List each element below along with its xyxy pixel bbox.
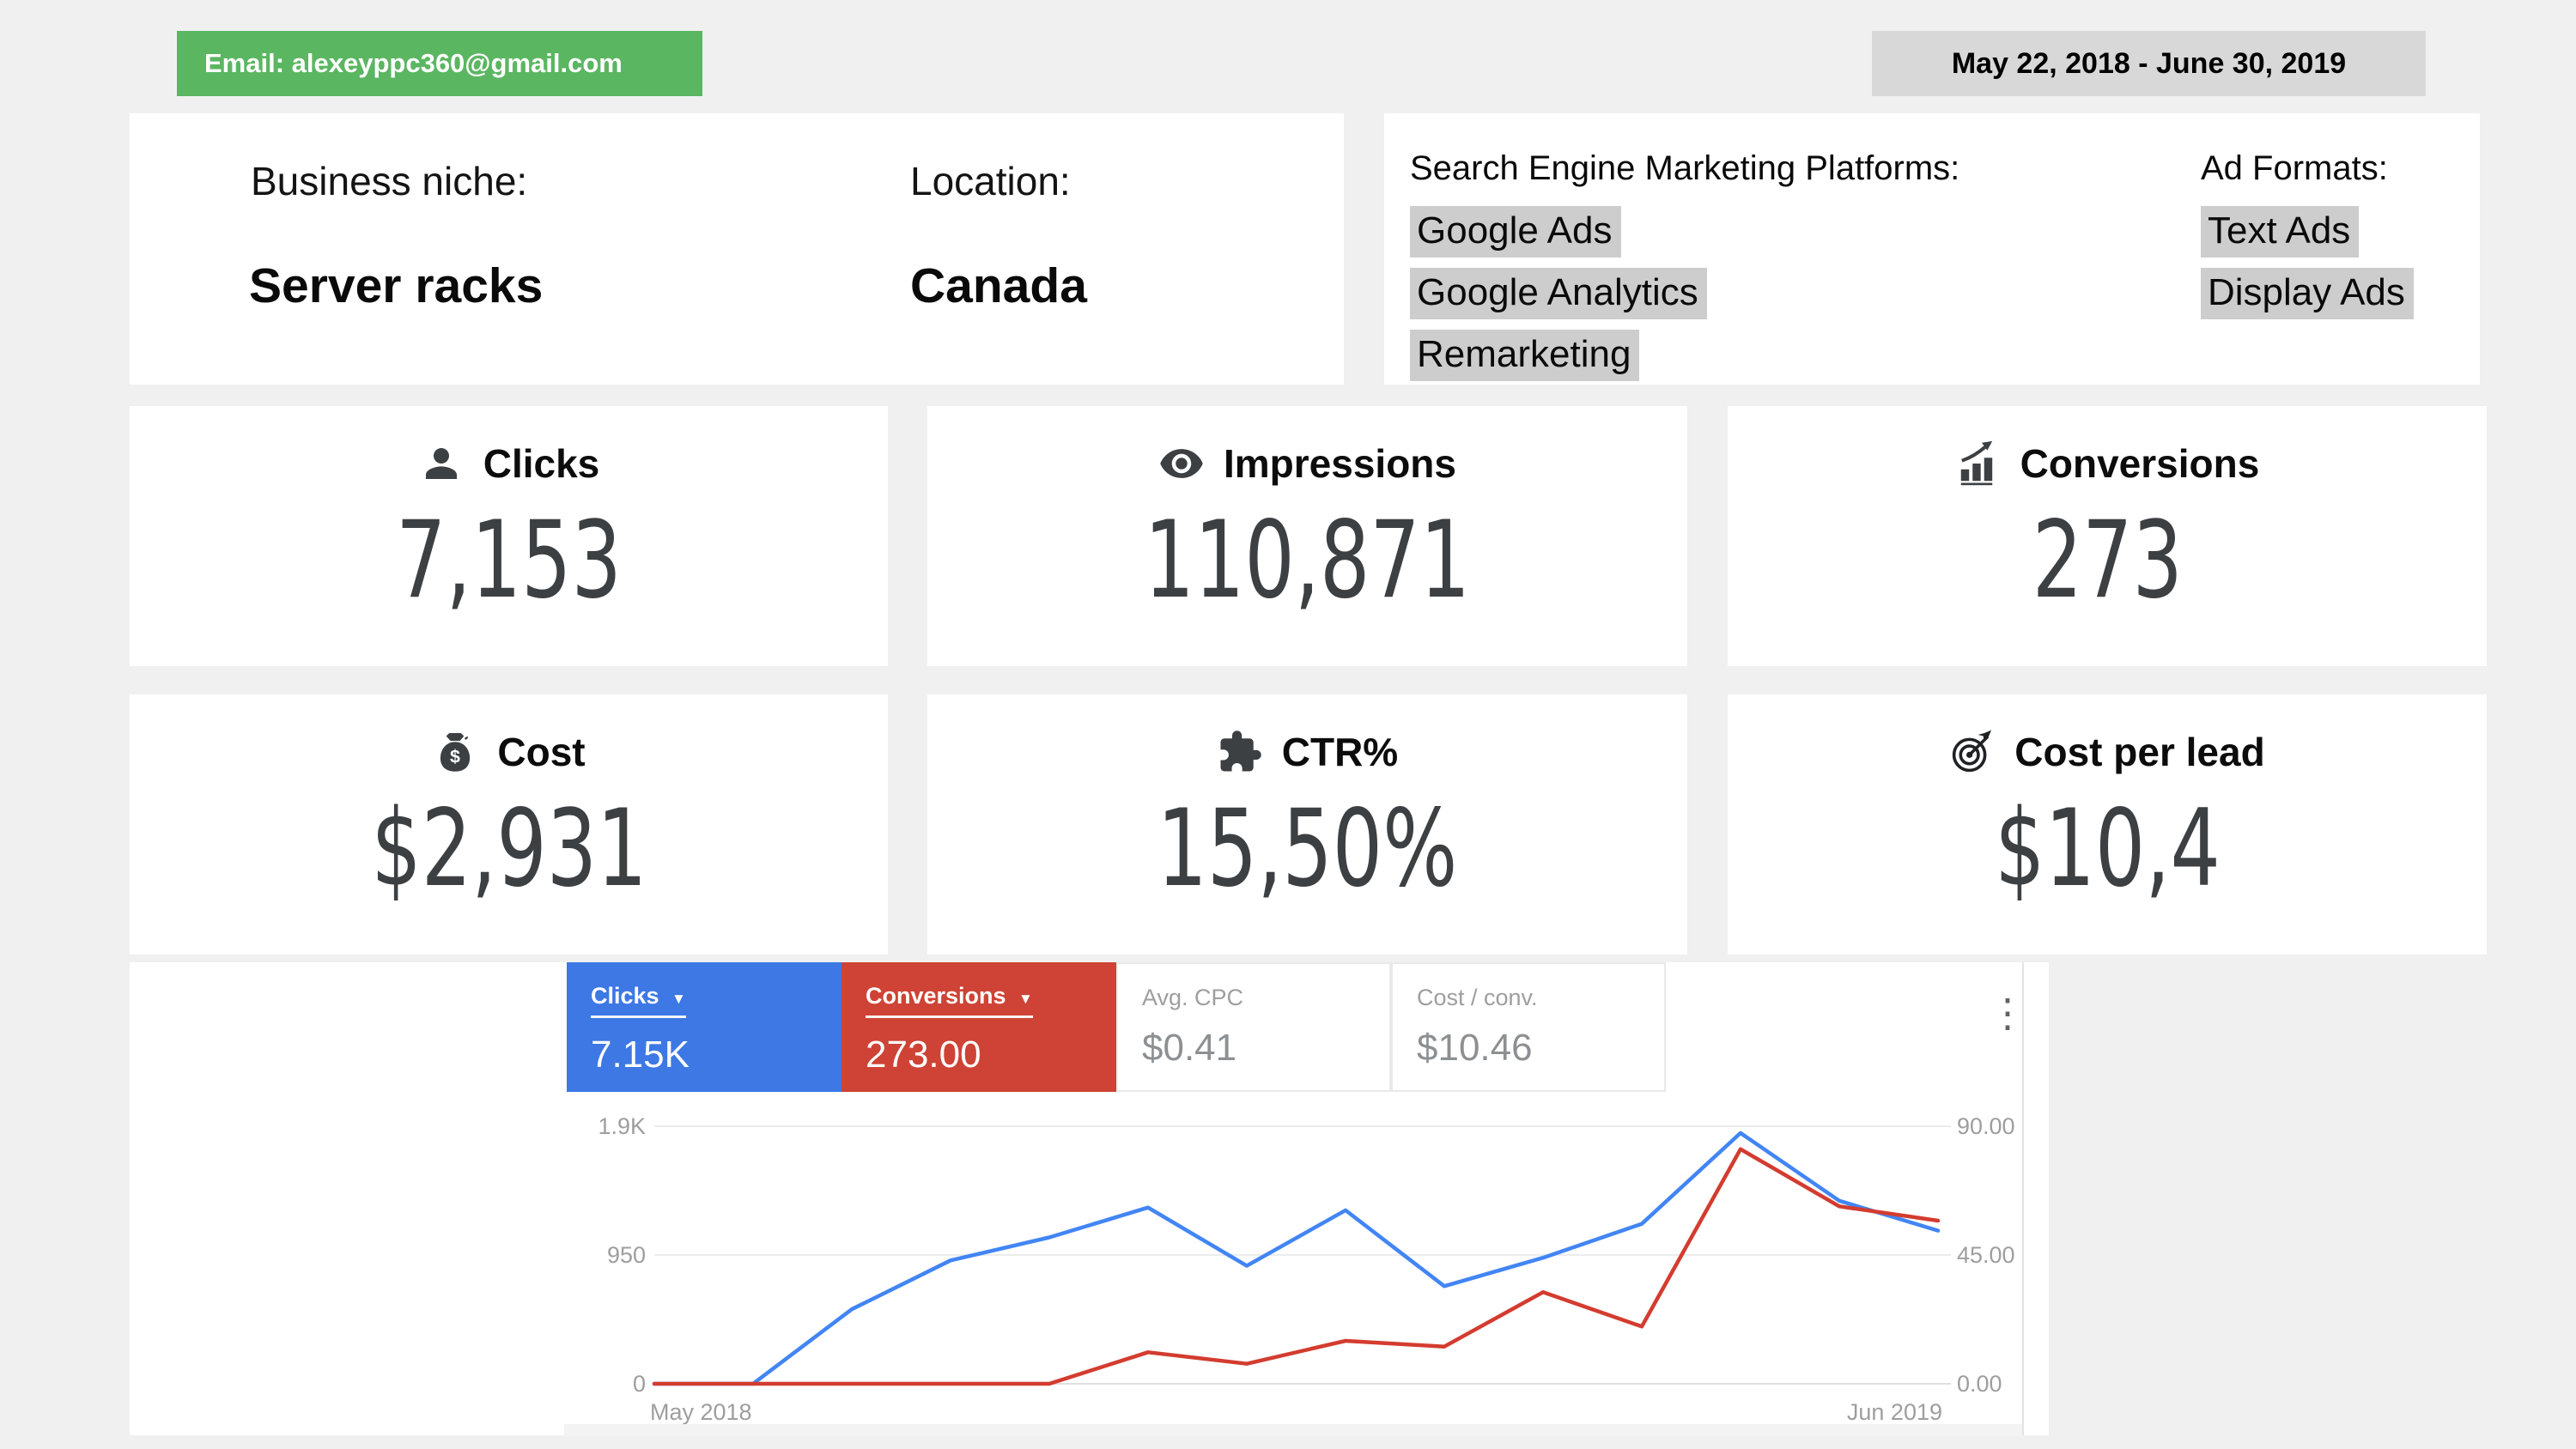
email-badge-label: Email: alexeyppc360@gmail.com: [204, 48, 623, 78]
business-niche-label: Business niche:: [251, 159, 528, 203]
tab-label: Clicks: [591, 983, 659, 1009]
svg-text:$: $: [450, 747, 460, 767]
platforms-list: Google Ads Google Analytics Remarketing: [1410, 206, 1707, 391]
tab-avg-cpc[interactable]: Avg. CPC $0.41: [1116, 962, 1391, 1092]
puzzle-icon: [1220, 731, 1261, 772]
ad-format-item: Text Ads: [2201, 206, 2360, 258]
business-info-card: Business niche: Server racks Location: C…: [130, 113, 1344, 385]
location-value: Canada: [910, 258, 1087, 313]
right-axis-tick: 45.00: [1957, 1242, 2015, 1268]
x-axis-label: Jun 2019: [1847, 1399, 1942, 1425]
business-niche-value: Server racks: [249, 258, 544, 313]
clicks-stat-card: Clicks 7,153: [130, 406, 888, 666]
cost-per-lead-stat-card: Cost per lead $10,4: [1728, 694, 2487, 955]
platforms-card: Search Engine Marketing Platforms: Googl…: [1384, 113, 2480, 385]
kebab-menu-icon[interactable]: ⋮: [1988, 991, 2027, 1035]
platform-item: Google Analytics: [1410, 268, 1707, 319]
stat-label: Impressions: [1224, 441, 1456, 486]
conversions-stat-card: Conversions 273: [1728, 406, 2487, 666]
tab-value: 7.15K: [591, 1034, 690, 1076]
tab-label: Avg. CPC: [1142, 985, 1244, 1010]
platform-item: Remarketing: [1410, 330, 1640, 381]
right-axis-tick: 0.00: [1957, 1371, 2002, 1397]
platforms-heading: Search Engine Marketing Platforms:: [1410, 149, 1960, 187]
impressions-stat-card: Impressions 110,871: [927, 406, 1687, 666]
tab-value: $0.41: [1142, 1027, 1237, 1069]
tab-clicks[interactable]: Clicks ▼ 7.15K: [567, 962, 841, 1092]
stat-label: Cost: [497, 730, 586, 774]
stat-label: CTR%: [1281, 730, 1399, 774]
stat-label: Clicks: [483, 441, 600, 486]
eye-icon: [1160, 449, 1203, 478]
ad-format-item: Display Ads: [2201, 268, 2414, 319]
performance-chart: 0 950 1.9K 0.00 45.00 90.00 May 2018 Jun 2019: [598, 1113, 2015, 1425]
ctr-stat-card: CTR% 15,50%: [927, 694, 1687, 955]
panel-divider: [2022, 962, 2024, 1435]
stat-value: 110,871: [1144, 499, 1471, 622]
date-range-label: May 22, 2018 - June 30, 2019: [1951, 46, 2347, 80]
tab-label: Cost / conv.: [1417, 985, 1538, 1010]
left-axis-tick: 950: [607, 1242, 646, 1268]
stat-label: Conversions: [2020, 441, 2260, 486]
ad-formats-list: Text Ads Display Ads: [2201, 206, 2414, 330]
bar-chart-icon: [1960, 440, 1992, 486]
left-axis-tick: 1.9K: [598, 1113, 646, 1139]
stat-value: 7,153: [396, 499, 622, 622]
tab-value: 273.00: [866, 1034, 981, 1076]
person-icon: [425, 448, 457, 479]
tab-conversions[interactable]: Conversions ▼ 273.00: [841, 962, 1116, 1092]
target-icon: [1953, 730, 1992, 773]
cost-stat-card: $ Cost $2,931: [130, 694, 888, 955]
stat-value: $2,931: [370, 787, 647, 911]
dropdown-arrow-icon: ▼: [671, 991, 686, 1007]
stat-value: 15,50%: [1157, 787, 1458, 911]
date-range-badge: May 22, 2018 - June 30, 2019: [1872, 31, 2426, 96]
stat-value: 273: [2032, 499, 2183, 622]
email-badge: Email: alexeyppc360@gmail.com: [177, 31, 702, 96]
tab-cost-per-conv[interactable]: Cost / conv. $10.46: [1391, 962, 1666, 1092]
ad-formats-heading: Ad Formats:: [2201, 149, 2388, 187]
dropdown-arrow-icon: ▼: [1018, 991, 1033, 1007]
x-axis-label: May 2018: [650, 1399, 752, 1425]
location-label: Location:: [910, 159, 1071, 203]
performance-chart-card: Clicks ▼ 7.15K Conversions ▼ 273.00 Avg.…: [130, 962, 2049, 1436]
left-axis-tick: 0: [633, 1371, 646, 1397]
right-axis-tick: 90.00: [1957, 1113, 2015, 1139]
conversions-line: [652, 1147, 1941, 1386]
clicks-line: [652, 1131, 1941, 1386]
chart-bottom-strip: [564, 1424, 2022, 1436]
stat-value: $10,4: [1994, 787, 2221, 911]
money-bag-icon: $: [440, 732, 471, 772]
stat-label: Cost per lead: [2014, 730, 2265, 774]
tab-label: Conversions: [866, 983, 1006, 1009]
platform-item: Google Ads: [1410, 206, 1621, 258]
tab-value: $10.46: [1417, 1027, 1533, 1069]
